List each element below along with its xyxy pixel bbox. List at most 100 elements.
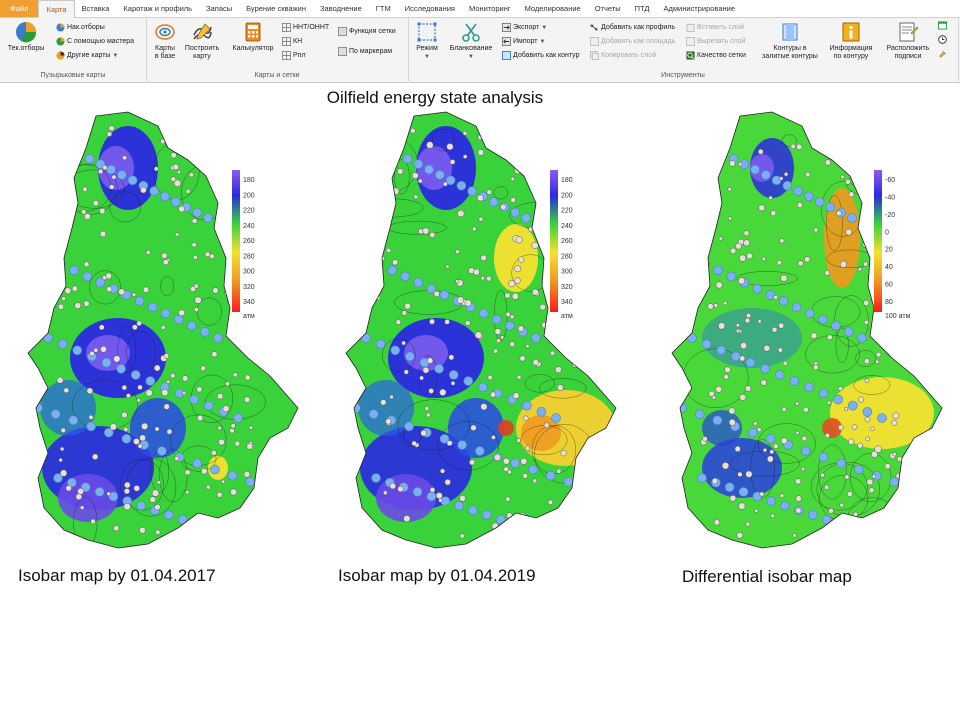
ribbon-groups: Тек.отборы Нак.отборы С помощью мастера … bbox=[0, 18, 960, 82]
grid-quality-label: Качество сетки bbox=[697, 52, 746, 59]
contour-map-icon bbox=[155, 24, 175, 40]
refresh-button[interactable] bbox=[938, 20, 949, 32]
page-title: Oilfield energy state analysis bbox=[326, 88, 544, 107]
tab-admin[interactable]: Администрирование bbox=[663, 4, 735, 13]
wizard-label: С помощью мастера bbox=[67, 38, 135, 45]
contour-info-button[interactable]: Информация по контуру bbox=[826, 21, 876, 61]
add-as-profile-label: Добавить как профиль bbox=[601, 24, 675, 31]
build-map-label-1: Построить bbox=[184, 45, 220, 52]
mode-button[interactable]: Режим ▼ bbox=[412, 21, 442, 61]
chevron-down-icon: ▼ bbox=[539, 39, 546, 45]
tab-flooding[interactable]: Заводнение bbox=[319, 4, 362, 13]
contours-to-filled-button[interactable]: Контуры в залитые контуры bbox=[754, 21, 826, 61]
tab-insert[interactable]: Вставка bbox=[81, 4, 110, 13]
color-legend: 180 200 220 240 260 280 300 320 340 атм bbox=[550, 170, 573, 320]
calculator-label: Калькулятор bbox=[232, 45, 274, 52]
rpl-label: Рпл bbox=[293, 52, 306, 59]
contour-info-label-2: по контуру bbox=[833, 53, 869, 60]
export-dropdown[interactable]: Экспорт ▼ bbox=[502, 22, 547, 34]
current-selections-button[interactable]: Тек.отборы bbox=[4, 21, 48, 53]
marker-icon bbox=[338, 46, 347, 56]
differential-isobar-map[interactable]: -60 -40 -20 0 20 40 60 80 100 атм bbox=[652, 108, 952, 558]
legend-tick: 240 bbox=[561, 223, 573, 230]
build-map-button[interactable]: Построить карту bbox=[182, 21, 222, 61]
tab-gtm[interactable]: ГТМ bbox=[375, 4, 391, 13]
filled-contour-icon bbox=[782, 23, 798, 41]
by-markers-button[interactable]: По маркерам bbox=[338, 46, 392, 58]
info-icon bbox=[842, 22, 860, 42]
accumulated-selections-button[interactable]: Нак.отборы bbox=[56, 22, 105, 34]
isobar-map-2017[interactable]: 180 200 220 240 260 280 300 320 340 атм bbox=[8, 108, 304, 558]
wizard-pie-icon bbox=[56, 37, 65, 46]
tab-modeling[interactable]: Моделирование bbox=[524, 4, 581, 13]
group-bubble-maps: Тек.отборы Нак.отборы С помощью мастера … bbox=[0, 18, 147, 81]
current-selections-label: Тек.отборы bbox=[7, 45, 45, 52]
tab-research[interactable]: Исследования bbox=[404, 4, 455, 13]
paste-layer-button[interactable]: Вставить слой bbox=[686, 22, 744, 34]
brush-button[interactable] bbox=[938, 48, 949, 60]
ribbon-tabs: Файл Карта Вставка Каротаж и профиль Зап… bbox=[0, 0, 960, 18]
place-labels-icon bbox=[899, 22, 919, 42]
add-as-contour-button[interactable]: Добавить как контур bbox=[502, 50, 580, 62]
tab-reports[interactable]: Отчеты bbox=[594, 4, 621, 13]
window-green-icon bbox=[938, 21, 947, 30]
paste-layer-label: Вставить слой bbox=[697, 24, 745, 31]
export-label: Экспорт bbox=[513, 24, 540, 31]
legend-unit: атм bbox=[561, 313, 573, 320]
legend-tick: 260 bbox=[243, 238, 255, 245]
other-maps-dropdown[interactable]: Другие карты ▼ bbox=[56, 50, 118, 62]
grid-function-label: Функция сетки bbox=[349, 28, 396, 35]
grid-function-button[interactable]: Функция сетки bbox=[338, 26, 396, 38]
tab-map[interactable]: Карта bbox=[38, 0, 75, 18]
tab-ptd[interactable]: ПТД bbox=[634, 4, 650, 13]
caption-differential-map: Differential isobar map bbox=[682, 567, 852, 586]
isobar-map-2019[interactable]: 180 200 220 240 260 280 300 320 340 атм bbox=[326, 108, 622, 558]
tab-reserves[interactable]: Запасы bbox=[206, 4, 233, 13]
rpl-button[interactable]: Рпл bbox=[282, 50, 306, 62]
place-labels-button[interactable]: Расположить подписи bbox=[882, 21, 934, 61]
by-markers-label: По маркерам bbox=[349, 48, 393, 55]
cut-layer-button[interactable]: Вырезать слой bbox=[686, 36, 746, 48]
contour-info-label-1: Информация bbox=[829, 45, 873, 52]
add-as-area-label: Добавить как площадь bbox=[601, 38, 676, 45]
other-maps-pie-icon bbox=[56, 51, 65, 60]
legend-tick: 220 bbox=[561, 208, 573, 215]
scissors-icon bbox=[462, 23, 480, 42]
grid-icon bbox=[282, 36, 291, 46]
grid-quality-button[interactable]: Качество сетки bbox=[686, 50, 746, 62]
legend-tick: 200 bbox=[561, 192, 573, 199]
add-as-area-button[interactable]: Добавить как площадь bbox=[590, 36, 675, 48]
group-label-bubble: Пузырьковые карты bbox=[40, 72, 106, 79]
color-legend: -60 -40 -20 0 20 40 60 80 100 атм bbox=[874, 170, 911, 320]
calculator-button[interactable]: Калькулятор bbox=[228, 21, 278, 53]
tab-logging-profile[interactable]: Каротаж и профиль bbox=[123, 4, 193, 13]
copy-icon bbox=[590, 50, 599, 60]
import-dropdown[interactable]: Импорт ▼ bbox=[502, 36, 545, 48]
tab-monitoring[interactable]: Мониторинг bbox=[468, 4, 511, 13]
blanking-button[interactable]: Бланкование ▼ bbox=[446, 21, 496, 61]
nnt-onnt-button[interactable]: ННТ/ОННТ bbox=[282, 22, 329, 34]
tab-drilling[interactable]: Бурение скважин bbox=[246, 4, 306, 13]
legend-tick: 340 bbox=[561, 299, 573, 306]
legend-tick: 260 bbox=[561, 238, 573, 245]
import-label: Импорт bbox=[513, 38, 538, 45]
kn-label: КН bbox=[293, 38, 303, 45]
contours-fill-label-2: залитые контуры bbox=[762, 53, 818, 60]
chevron-down-icon: ▼ bbox=[424, 54, 430, 60]
wizard-button[interactable]: С помощью мастера bbox=[56, 36, 134, 48]
maps-in-db-button[interactable]: Карты в базе bbox=[150, 21, 180, 61]
clock-button[interactable] bbox=[938, 34, 949, 46]
tab-file[interactable]: Файл bbox=[0, 0, 39, 17]
legend-tick: 320 bbox=[561, 284, 573, 291]
grid-icon bbox=[282, 50, 291, 60]
chevron-down-icon: ▼ bbox=[468, 54, 474, 60]
copy-layer-button[interactable]: Копировать слой bbox=[590, 50, 656, 62]
contours-fill-label-1: Контуры в bbox=[773, 45, 807, 52]
kn-button[interactable]: КН bbox=[282, 36, 302, 48]
legend-tick: 300 bbox=[561, 269, 573, 276]
mode-select-icon bbox=[417, 22, 437, 42]
caption-map-2019: Isobar map by 01.04.2019 bbox=[338, 566, 536, 585]
add-as-profile-button[interactable]: Добавить как профиль bbox=[590, 22, 675, 34]
group-label-tools: Инструменты bbox=[661, 72, 705, 79]
chevron-down-icon: ▼ bbox=[112, 53, 119, 59]
